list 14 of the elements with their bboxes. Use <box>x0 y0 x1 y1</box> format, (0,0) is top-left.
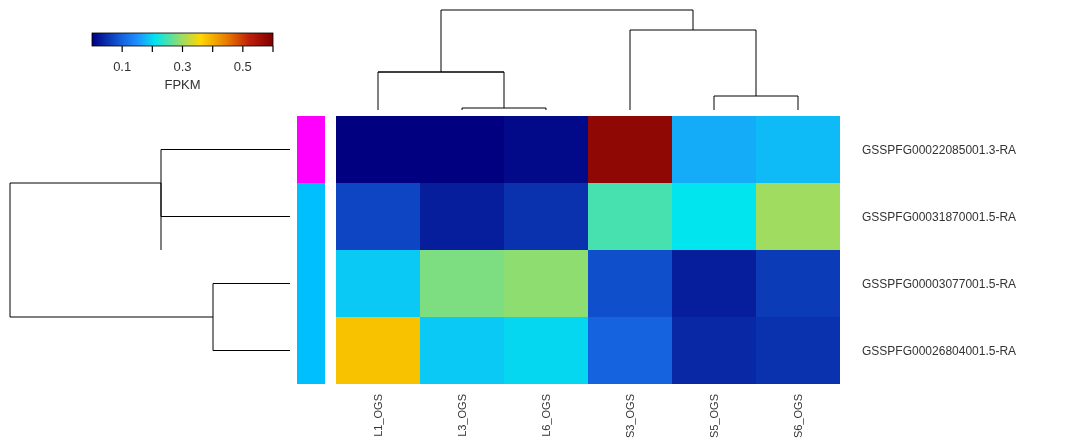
x-tick-label: S3_OGS <box>624 394 636 439</box>
y-tick-label: GSSPFG00026804001.5-RA <box>862 343 1017 358</box>
y-tick-label: GSSPFG00003077001.5-RA <box>862 276 1017 291</box>
x-tick-label: S5_OGS <box>708 394 720 439</box>
color-bar-label: 0.3 <box>173 59 192 74</box>
y-tick-label: GSSPFG00031870001.5-RA <box>862 209 1017 224</box>
y-tick-label: GSSPFG00022085001.3-RA <box>862 142 1017 157</box>
x-tick-label: L6_OGS <box>540 394 552 437</box>
color-bar-label: 0.1 <box>113 59 132 74</box>
x-tick-label: S6_OGS <box>792 394 804 439</box>
x-tick-label: L1_OGS <box>372 394 384 437</box>
x-tick-label: L3_OGS <box>456 394 468 437</box>
color-bar-label: 0.5 <box>233 59 252 74</box>
color-bar-title: FPKM <box>164 77 201 92</box>
